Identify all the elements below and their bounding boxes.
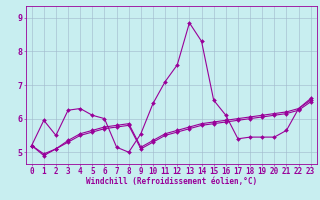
X-axis label: Windchill (Refroidissement éolien,°C): Windchill (Refroidissement éolien,°C) [86, 177, 257, 186]
